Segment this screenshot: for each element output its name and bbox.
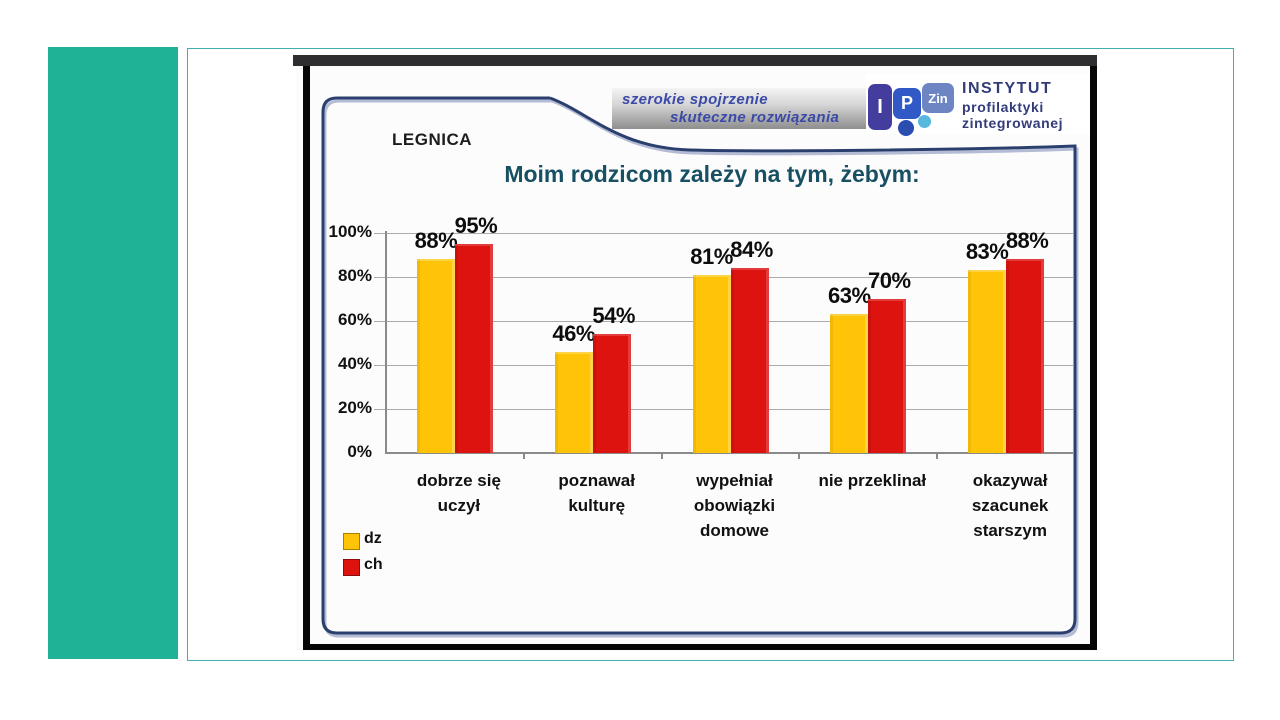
bar-dz bbox=[554, 351, 593, 453]
y-tick-label: 80% bbox=[337, 266, 372, 285]
institute-logo: I P Zin INSTYTUT profilaktyki zintegrowa… bbox=[866, 74, 1090, 136]
bar-dz bbox=[830, 314, 869, 453]
gridline bbox=[374, 232, 1073, 234]
header-banner: szerokie spojrzenie skuteczne rozwiązani… bbox=[612, 88, 870, 129]
region-label: LEGNICA bbox=[392, 130, 472, 149]
legend-label-ch: ch bbox=[364, 556, 383, 573]
logo-puzzle-piece-zin-icon: Zin bbox=[922, 83, 954, 113]
bar-ch bbox=[454, 244, 493, 453]
bar-value-label: 46% bbox=[552, 320, 595, 346]
bar-dz bbox=[968, 270, 1007, 453]
bar-dz bbox=[416, 259, 455, 453]
x-axis bbox=[385, 452, 1073, 454]
legend-swatch-ch bbox=[343, 559, 360, 576]
bar-value-label: 88% bbox=[414, 228, 458, 254]
category-label: dobrze się uczył bbox=[416, 471, 501, 515]
logo-institute-name-line2: profilaktyki bbox=[962, 99, 1044, 115]
bar-value-label: 70% bbox=[868, 268, 911, 293]
category-label: okazywał szacunek starszym bbox=[971, 471, 1049, 540]
banner-tagline-line2: skuteczne rozwiązania bbox=[670, 109, 840, 126]
x-axis-tick bbox=[936, 453, 939, 459]
slide-top-bar bbox=[293, 55, 1097, 66]
bar-value-label: 63% bbox=[828, 283, 871, 309]
bar-value-label: 83% bbox=[965, 239, 1009, 265]
bar-ch bbox=[730, 268, 769, 453]
category-label: nie przeklinał bbox=[818, 471, 927, 490]
category-label: poznawał kulturę bbox=[558, 471, 635, 515]
logo-dot-icon bbox=[918, 115, 931, 128]
y-tick-label: 60% bbox=[337, 310, 372, 329]
slide-border-bottom bbox=[303, 644, 1097, 650]
logo-puzzle-piece-p-icon: P bbox=[893, 88, 921, 119]
accent-bar bbox=[48, 47, 178, 659]
logo-institute-name-line3: zintegrowanej bbox=[962, 115, 1064, 131]
bar-dz bbox=[692, 274, 731, 453]
logo-dot-icon bbox=[898, 120, 914, 136]
x-axis-tick bbox=[798, 453, 801, 459]
logo-puzzle-piece-i-icon: I bbox=[868, 84, 892, 130]
y-tick-label: 40% bbox=[337, 354, 372, 373]
y-tick-label: 0% bbox=[347, 442, 372, 461]
bar-value-label: 95% bbox=[454, 213, 498, 238]
x-axis-tick bbox=[660, 453, 663, 459]
slide-border-left bbox=[303, 66, 310, 644]
slide-border-right bbox=[1090, 66, 1097, 644]
x-axis-tick bbox=[522, 453, 525, 459]
y-tick-label: 20% bbox=[337, 398, 372, 417]
y-axis bbox=[385, 231, 387, 453]
logo-institute-name: INSTYTUT bbox=[962, 80, 1053, 97]
bar-value-label: 81% bbox=[690, 243, 733, 269]
bar-ch bbox=[868, 299, 907, 453]
y-tick-label: 100% bbox=[328, 222, 372, 241]
bar-value-label: 54% bbox=[592, 303, 635, 329]
bar-value-label: 84% bbox=[730, 237, 773, 263]
category-label: wypełniał obowiązki domowe bbox=[693, 471, 776, 540]
chart-title: Moim rodzicom zależy na tym, żebym: bbox=[504, 161, 920, 187]
legend-label-dz: dz bbox=[364, 530, 382, 547]
bar-ch bbox=[1006, 259, 1045, 453]
banner-tagline-line1: szerokie spojrzenie bbox=[622, 91, 768, 108]
bar-value-label: 88% bbox=[1005, 228, 1049, 254]
legend-swatch-dz bbox=[343, 533, 360, 550]
bar-ch bbox=[592, 334, 631, 453]
